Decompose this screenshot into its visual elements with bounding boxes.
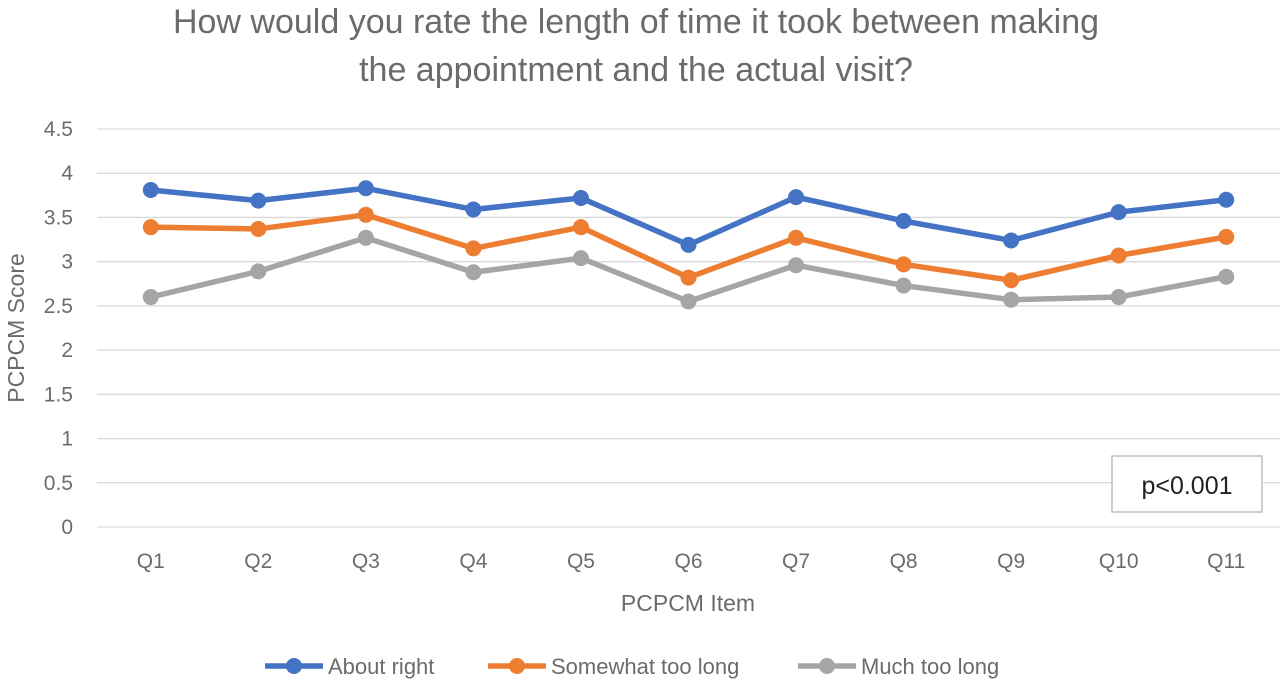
gridlines — [97, 128, 1280, 528]
x-tick-label: Q1 — [137, 550, 165, 573]
p-value-annotation: p<0.001 — [1111, 455, 1263, 513]
data-point — [788, 229, 805, 246]
data-point — [250, 192, 267, 209]
data-point — [895, 277, 912, 294]
y-tick-label: 2.5 — [44, 295, 73, 318]
x-tick-label: Q11 — [1207, 550, 1245, 573]
x-tick-label: Q9 — [997, 550, 1025, 573]
x-tick-label: Q2 — [244, 550, 272, 573]
legend-label: About right — [328, 654, 434, 679]
data-point — [680, 269, 697, 286]
data-point — [895, 212, 912, 229]
chart-title: How would you rate the length of time it… — [173, 3, 1099, 89]
y-tick-label: 3 — [61, 251, 73, 274]
y-axis-ticks: 0 0.5 1 1.5 2 2.5 3 3.5 4 4.5 — [44, 118, 74, 539]
data-point — [1218, 228, 1235, 245]
legend-item: About right — [265, 654, 434, 679]
data-point — [680, 236, 697, 253]
data-point — [142, 182, 159, 199]
y-tick-label: 4 — [61, 162, 73, 185]
data-point — [465, 201, 482, 218]
annotation-box — [1111, 455, 1263, 513]
data-point — [572, 189, 589, 206]
series-about-right — [142, 180, 1235, 253]
annotation-text: p<0.001 — [1141, 472, 1232, 500]
series-lines — [142, 180, 1235, 310]
data-point — [680, 293, 697, 310]
data-point — [357, 180, 374, 197]
x-tick-label: Q7 — [782, 550, 810, 573]
series-much-too-long — [142, 229, 1235, 310]
y-tick-label: 4.5 — [44, 118, 73, 141]
x-tick-label: Q6 — [674, 550, 702, 573]
data-point — [788, 189, 805, 206]
data-point — [1003, 291, 1020, 308]
data-point — [357, 206, 374, 223]
series-somewhat-too-long — [142, 206, 1235, 289]
data-point — [572, 219, 589, 236]
data-point — [465, 240, 482, 257]
series-line — [148, 185, 1229, 248]
x-axis-ticks: Q1 Q2 Q3 Q4 Q5 Q6 Q7 Q8 Q9 Q10 Q11 — [137, 550, 1246, 573]
legend-swatch-marker — [286, 658, 302, 674]
data-point — [1110, 204, 1127, 221]
data-point — [1110, 247, 1127, 264]
data-point — [1003, 232, 1020, 249]
data-point — [465, 264, 482, 281]
y-tick-label: 1.5 — [44, 383, 73, 406]
data-point — [788, 257, 805, 274]
data-point — [1218, 268, 1235, 285]
chart-title-line-2: the appointment and the actual visit? — [359, 51, 913, 89]
data-point — [357, 229, 374, 246]
data-point — [142, 219, 159, 236]
y-tick-label: 0.5 — [44, 472, 73, 495]
data-point — [250, 263, 267, 280]
y-tick-label: 3.5 — [44, 206, 73, 229]
y-tick-label: 2 — [61, 339, 73, 362]
x-tick-label: Q10 — [1099, 550, 1139, 573]
legend-swatch-marker — [509, 658, 525, 674]
legend-label: Much too long — [861, 654, 999, 679]
chart-title-line-1: How would you rate the length of time it… — [173, 3, 1099, 41]
data-point — [895, 256, 912, 273]
x-tick-label: Q4 — [459, 550, 487, 573]
x-tick-label: Q3 — [352, 550, 380, 573]
legend-swatch-marker — [819, 658, 835, 674]
legend-item: Somewhat too long — [488, 654, 739, 679]
y-tick-label: 1 — [61, 428, 73, 451]
x-tick-label: Q8 — [890, 550, 918, 573]
data-point — [250, 220, 267, 237]
data-point — [1218, 191, 1235, 208]
data-point — [1003, 272, 1020, 289]
legend: About right Somewhat too long Much too lon… — [265, 654, 999, 679]
legend-item: Much too long — [798, 654, 999, 679]
legend-label: Somewhat too long — [551, 654, 739, 679]
x-tick-label: Q5 — [567, 550, 595, 573]
data-point — [572, 250, 589, 267]
x-axis-label: PCPCM Item — [621, 590, 755, 616]
data-point — [142, 289, 159, 306]
y-axis-label: PCPCM Score — [3, 253, 29, 403]
y-tick-label: 0 — [61, 516, 73, 539]
data-point — [1110, 289, 1127, 306]
